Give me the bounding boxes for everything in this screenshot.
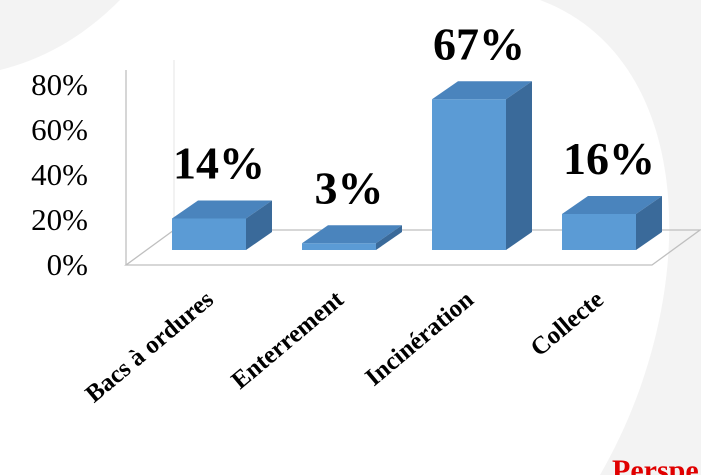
bars-group — [172, 81, 662, 250]
bar — [432, 81, 532, 250]
bar-front — [172, 218, 246, 250]
partial-bottom-text: Perspe — [612, 454, 699, 475]
category-label: Incinération — [360, 286, 479, 392]
category-label: Enterrement — [227, 285, 350, 394]
bar-side — [506, 81, 532, 250]
bar-front — [432, 99, 506, 250]
y-tick-label: 40% — [31, 157, 88, 192]
plot-area — [124, 60, 701, 266]
bar-top — [302, 225, 402, 244]
bar-side — [246, 200, 272, 250]
category-labels: Bacs à ordures Enterrement Incinération Col… — [81, 285, 609, 408]
category-label: Bacs à ordures — [81, 286, 220, 408]
bar-top — [432, 81, 532, 100]
bar-top — [562, 196, 662, 214]
watermark-leaf-shape — [540, 0, 701, 475]
bar-side — [376, 225, 402, 250]
bar-front — [562, 214, 636, 250]
data-label: 14% — [173, 138, 265, 189]
bar — [562, 196, 662, 250]
bar-side — [636, 196, 662, 250]
y-tick-label: 0% — [47, 247, 88, 282]
watermark-corner-shape — [0, 0, 120, 70]
bar-top — [172, 200, 272, 219]
bar — [172, 200, 272, 250]
data-label: 16% — [563, 133, 655, 184]
bar — [302, 225, 402, 250]
plot-floor — [124, 229, 701, 266]
data-labels: 14% 3% 67% 16% — [173, 18, 655, 213]
data-label: 3% — [315, 162, 384, 213]
category-label: Collecte — [526, 286, 609, 362]
y-tick-label: 20% — [31, 202, 88, 237]
data-label: 67% — [433, 18, 525, 69]
y-tick-label: 60% — [31, 112, 88, 147]
y-axis-ticks: 0% 20% 40% 60% 80% — [31, 67, 88, 282]
y-tick-label: 80% — [31, 67, 88, 102]
bar-front — [302, 243, 376, 250]
